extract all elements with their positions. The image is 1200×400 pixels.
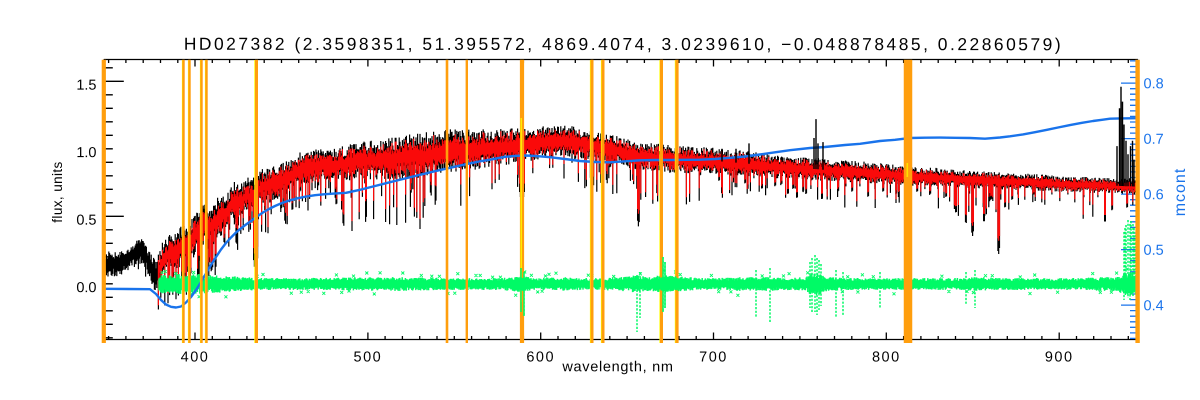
svg-text:500: 500 — [354, 349, 383, 365]
svg-text:wavelength, nm: wavelength, nm — [561, 359, 673, 375]
svg-text:0.5: 0.5 — [1143, 243, 1163, 259]
svg-text:0.0: 0.0 — [76, 280, 96, 296]
svg-text:900: 900 — [1045, 349, 1074, 365]
svg-text:0.6: 0.6 — [1143, 187, 1163, 203]
svg-text:0.5: 0.5 — [76, 213, 96, 229]
svg-text:700: 700 — [699, 349, 728, 365]
svg-text:0.7: 0.7 — [1143, 132, 1163, 148]
svg-text:HD027382 (2.3598351, 51.39557: HD027382 (2.3598351, 51.395572, 4869.407… — [184, 34, 1063, 54]
svg-text:1.5: 1.5 — [76, 78, 96, 94]
svg-text:0.4: 0.4 — [1143, 298, 1163, 314]
svg-text:mcont: mcont — [1172, 168, 1189, 217]
svg-text:600: 600 — [526, 349, 555, 365]
svg-text:800: 800 — [872, 349, 901, 365]
svg-text:0.8: 0.8 — [1143, 76, 1163, 92]
svg-text:400: 400 — [181, 349, 210, 365]
svg-text:flux, units: flux, units — [50, 161, 65, 222]
svg-text:1.0: 1.0 — [76, 145, 96, 161]
